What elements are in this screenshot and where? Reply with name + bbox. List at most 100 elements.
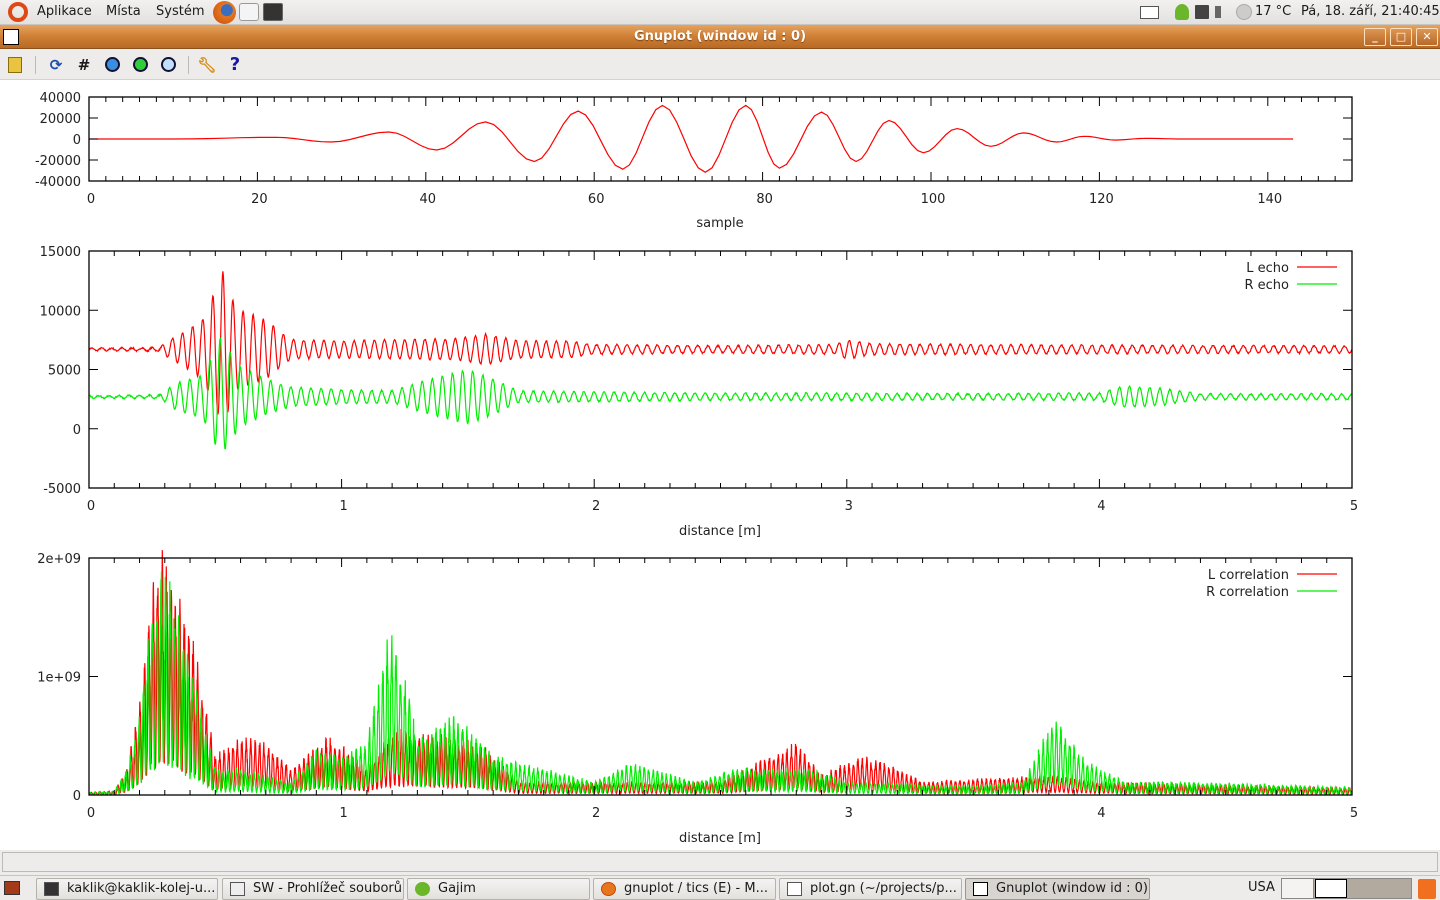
volume-icon[interactable] <box>1215 6 1230 18</box>
terminal-icon <box>44 882 59 896</box>
taskbar-item-terminal[interactable]: kaklik@kaklik-kolej-u... <box>36 878 218 900</box>
series-line-signal <box>89 104 1294 174</box>
plot-3 <box>88 550 1353 796</box>
plot-border <box>88 250 1353 489</box>
file-manager-icon <box>230 882 245 896</box>
autoscale-icon <box>160 57 176 72</box>
x-tick-label: 2 <box>592 499 600 514</box>
menu-places[interactable]: Místa <box>106 4 141 19</box>
y-tick-label: -20000 <box>35 154 81 169</box>
y-tick-label: 10000 <box>40 304 81 319</box>
status-bar <box>2 852 1438 872</box>
plot-canvas[interactable]: 0 20 40 60 80 100 120 140 40000 20000 0 -20000 -4000… <box>0 80 1440 850</box>
help-button[interactable]: ? <box>224 55 246 75</box>
taskbar-item-label: Gajim <box>438 881 476 896</box>
mail-icon[interactable] <box>1140 6 1159 19</box>
y-tick-label: 1e+09 <box>37 671 81 686</box>
options-button[interactable]: 🔧︎ <box>196 55 218 75</box>
terminal-icon[interactable] <box>263 3 283 21</box>
x-tick-label: 1 <box>339 499 347 514</box>
plot-2 <box>88 250 1353 489</box>
firefox-icon <box>601 882 616 896</box>
menu-applications[interactable]: Aplikace <box>37 4 92 19</box>
taskbar-item-label: gnuplot / tics (E) - M... <box>624 881 768 896</box>
x-tick-label: 100 <box>921 192 946 207</box>
legend-label: L echo <box>1246 261 1289 276</box>
x-tick-label: 0 <box>87 192 95 207</box>
workspace-switcher[interactable] <box>1281 878 1412 899</box>
gajim-icon[interactable] <box>1175 4 1189 20</box>
grid-icon: # <box>77 56 91 74</box>
replot-button[interactable]: ⟳ <box>45 55 67 75</box>
workspace-2[interactable] <box>1315 879 1347 898</box>
window-titlebar[interactable]: Gnuplot (window id : 0) _ □ ✕ <box>0 25 1440 49</box>
show-desktop-icon[interactable] <box>4 881 20 895</box>
text-editor-icon <box>787 882 802 896</box>
y-tick-label: 5000 <box>48 364 81 379</box>
network-icon[interactable] <box>1195 5 1209 19</box>
maximize-button[interactable]: □ <box>1390 28 1412 46</box>
plot-border <box>88 557 1353 796</box>
taskbar-item-label: SW - Prohlížeč souborů <box>253 881 403 896</box>
taskbar-item-file-manager[interactable]: SW - Prohlížeč souborů <box>222 878 404 900</box>
x-tick-label: 5 <box>1350 499 1358 514</box>
gnuplot-icon <box>973 882 988 896</box>
y-tick-label: 40000 <box>40 91 81 106</box>
close-button[interactable]: ✕ <box>1416 28 1438 46</box>
ubuntu-logo-icon[interactable] <box>8 2 28 22</box>
zoom-next-icon <box>132 57 148 72</box>
taskbar-item-label: Gnuplot (window id : 0) <box>996 881 1148 896</box>
copy-to-clipboard-button[interactable] <box>4 55 26 75</box>
x-tick-label: 2 <box>592 806 600 821</box>
weather-icon[interactable] <box>1236 4 1252 20</box>
x-tick-label: 120 <box>1089 192 1114 207</box>
x-tick-label: 4 <box>1097 806 1105 821</box>
plot-1 <box>88 96 1353 182</box>
x-tick-label: 4 <box>1097 499 1105 514</box>
keyboard-layout-indicator[interactable]: USA <box>1248 880 1275 895</box>
x-tick-label: 80 <box>756 192 773 207</box>
next-zoom-button[interactable] <box>129 55 151 75</box>
x-tick-label: 1 <box>339 806 347 821</box>
y-tick-label: 15000 <box>40 245 81 260</box>
taskbar-item-firefox[interactable]: gnuplot / tics (E) - M... <box>593 878 776 900</box>
taskbar-item-gajim[interactable]: Gajim <box>407 878 590 900</box>
minimize-button[interactable]: _ <box>1364 28 1386 46</box>
legend-label: R correlation <box>1206 585 1289 600</box>
y-tick-label: 0 <box>73 423 81 438</box>
x-tick-label: 60 <box>588 192 605 207</box>
y-tick-label: -5000 <box>43 482 81 497</box>
top-panel: Aplikace Místa Systém 17 °C Pá, 18. září… <box>0 0 1440 25</box>
menu-system[interactable]: Systém <box>156 4 205 19</box>
weather-temperature[interactable]: 17 °C <box>1255 4 1292 19</box>
x-tick-label: 0 <box>87 806 95 821</box>
grid-button[interactable]: # <box>73 55 95 75</box>
gnuplot-figure: 0 20 40 60 80 100 120 14040000200000-20000-4000… <box>35 91 1358 846</box>
y-tick-label: 2e+09 <box>37 552 81 567</box>
workspace-1[interactable] <box>1282 879 1314 898</box>
clipboard-icon <box>8 57 22 73</box>
taskbar-item-gnuplot[interactable]: Gnuplot (window id : 0) <box>965 878 1150 900</box>
series-line-l-echo <box>88 271 1353 415</box>
previous-zoom-button[interactable] <box>101 55 123 75</box>
wrench-icon: 🔧︎ <box>197 56 217 74</box>
autoscale-button[interactable] <box>157 55 179 75</box>
taskbar: kaklik@kaklik-kolej-u... SW - Prohlížeč … <box>0 875 1440 900</box>
gnuplot-icon[interactable] <box>3 29 19 45</box>
series-line-l-correlation <box>88 550 1353 796</box>
taskbar-item-text-editor[interactable]: plot.gn (~/projects/p... <box>779 878 962 900</box>
toolbar-separator <box>188 56 189 74</box>
x-tick-label: 0 <box>87 499 95 514</box>
x-axis-label: distance [m] <box>679 831 761 846</box>
clock[interactable]: Pá, 18. září, 21:40:45 <box>1301 4 1440 19</box>
y-tick-label: 0 <box>73 133 81 148</box>
x-tick-label: 40 <box>420 192 437 207</box>
mail-icon[interactable] <box>239 3 259 21</box>
series-line-r-correlation <box>88 571 1353 796</box>
x-tick-label: 140 <box>1257 192 1282 207</box>
x-axis-label: sample <box>696 216 743 231</box>
y-tick-label: -40000 <box>35 175 81 190</box>
trash-icon[interactable] <box>1418 879 1436 899</box>
toolbar-separator <box>35 56 36 74</box>
firefox-icon[interactable] <box>213 1 236 24</box>
